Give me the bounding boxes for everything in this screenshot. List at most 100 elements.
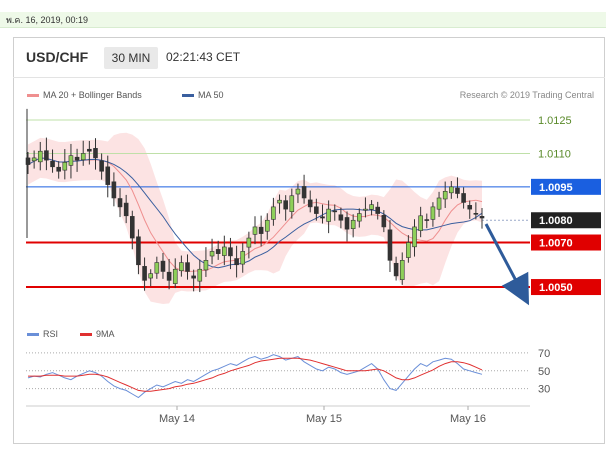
bollinger-band-area: [28, 132, 482, 304]
rsi-line: [27, 354, 483, 399]
candle-body: [179, 262, 184, 272]
legend-label-9ma: 9MA: [96, 329, 115, 339]
candle-body: [129, 216, 135, 239]
candle-body: [185, 262, 190, 272]
level-label-1.0125: 1.0125: [538, 115, 572, 127]
candle-body: [136, 236, 141, 266]
timeframe-button[interactable]: 30 MIN: [104, 47, 158, 69]
candle-body: [430, 206, 436, 220]
legend-label-rsi: RSI: [43, 329, 59, 339]
candle-body: [350, 219, 356, 229]
chart-time: 02:21:43 CET: [166, 50, 241, 64]
rsi-level-label-70: 70: [538, 348, 550, 360]
candle-body: [271, 206, 276, 220]
candle-body: [301, 186, 307, 199]
x-axis: May 14 May 15 May 16: [26, 405, 530, 425]
candle-body: [363, 208, 368, 211]
candle-body: [123, 202, 129, 217]
candle-body: [479, 216, 485, 219]
candle-body: [399, 260, 405, 280]
candle-body: [209, 251, 215, 257]
legend-swatch-ma50: [182, 94, 194, 98]
candle-body: [25, 157, 31, 165]
price-level-labels: 1.0125 1.0110 1.0095 1.0080 1.0070 1.0050: [531, 115, 601, 296]
rsi-panel: 70 50 30: [26, 348, 550, 399]
candle-body: [93, 148, 98, 159]
date-bar: พ.ค. 16, 2019, 00:19: [0, 12, 606, 28]
candle-body: [166, 271, 172, 281]
candle-body: [56, 166, 61, 172]
level-badge-1.0080: [531, 212, 601, 229]
level-badge-1.0095: [531, 178, 601, 195]
candle-body: [381, 214, 387, 228]
candle-body: [449, 186, 454, 194]
header-divider: [13, 77, 605, 78]
candle-body: [442, 190, 448, 200]
legend-ma20-bollinger: MA 20 + Bollinger Bands: [27, 90, 142, 100]
rsi-9ma-line: [28, 357, 483, 392]
bollinger-band: [28, 132, 482, 304]
candle-body: [44, 150, 49, 161]
candle-body: [375, 206, 381, 214]
level-badge-1.0050: [531, 279, 601, 296]
candle-body: [277, 199, 282, 204]
candle-body: [283, 200, 288, 210]
candle-body: [160, 260, 166, 272]
candle-body: [258, 226, 264, 234]
candle-body: [74, 156, 80, 161]
candle-body: [344, 217, 350, 230]
forecast-arrow-line: [484, 223, 530, 306]
candle-body: [307, 199, 313, 208]
candle-body: [418, 215, 423, 231]
level-label-1.0095: 1.0095: [539, 182, 573, 194]
legend-label-ma20: MA 20 + Bollinger Bands: [43, 90, 142, 100]
candle-body: [215, 249, 221, 254]
candle-body: [87, 148, 92, 152]
x-tick-label: May 16: [450, 413, 486, 425]
candles: [25, 108, 485, 293]
candle-body: [228, 247, 233, 257]
level-badge-1.0070: [531, 234, 601, 251]
candle-body: [111, 181, 117, 199]
legend-swatch-9ma: [80, 333, 92, 337]
legend-swatch-rsi: [27, 333, 39, 337]
candle-body: [356, 213, 362, 222]
candle-body: [105, 166, 111, 185]
candle-body: [197, 268, 203, 282]
candle-body: [387, 229, 393, 261]
candle-body: [246, 237, 252, 248]
credit-text: Research © 2019 Trading Central: [459, 90, 594, 100]
candle-body: [289, 195, 295, 212]
candle-body: [50, 160, 55, 168]
candle-body: [222, 246, 227, 256]
candle-body: [436, 197, 442, 210]
candle-body: [240, 251, 246, 265]
candle-body: [393, 262, 399, 277]
candle-body: [338, 214, 344, 221]
candle-body: [99, 160, 104, 172]
candle-body: [369, 204, 374, 210]
candle-body: [252, 226, 258, 235]
candle-body: [467, 205, 473, 210]
candle-body: [314, 206, 319, 214]
candle-body: [461, 193, 466, 203]
candle-body: [154, 262, 160, 274]
candle-body: [68, 155, 74, 166]
level-label-1.0110: 1.0110: [538, 148, 571, 160]
rsi-level-label-30: 30: [538, 384, 550, 396]
candle-body: [455, 187, 460, 194]
candle-body: [424, 219, 430, 221]
symbol-title: USD/CHF: [26, 49, 89, 65]
candle-body: [295, 188, 301, 195]
legend-label-ma50: MA 50: [198, 90, 224, 100]
candle-body: [326, 208, 331, 222]
legend-ma50: MA 50: [182, 90, 224, 100]
candle-body: [62, 162, 68, 171]
candle-body: [148, 273, 154, 279]
forecast-arrow: [484, 223, 530, 306]
candle-body: [473, 213, 479, 215]
candle-body: [412, 226, 417, 248]
candle-body: [264, 219, 270, 232]
level-label-1.0070: 1.0070: [539, 238, 573, 250]
